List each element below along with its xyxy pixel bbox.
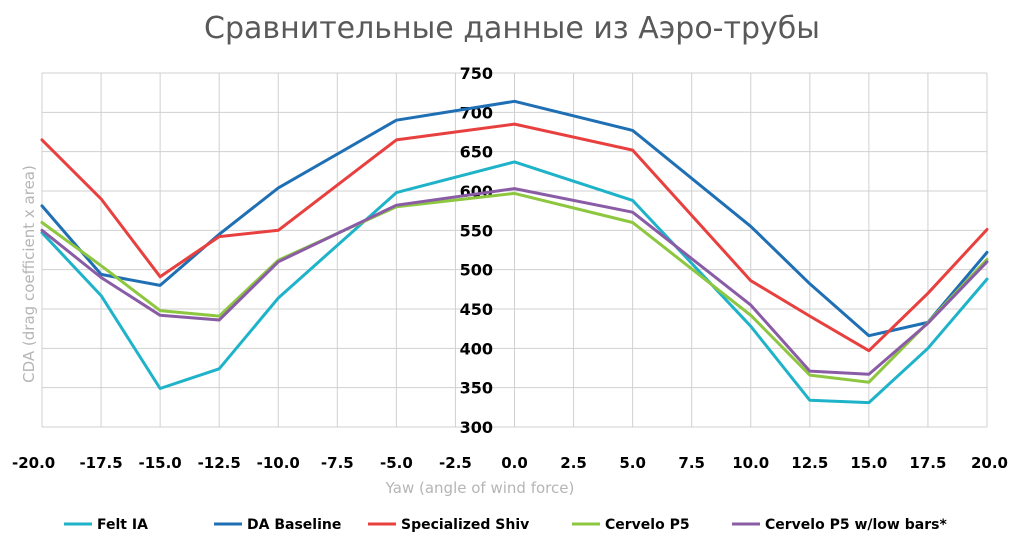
y-tick-label: 400: [460, 339, 493, 358]
x-tick-label: -17.5: [79, 454, 122, 472]
x-tick-label: -5.0: [380, 454, 413, 472]
x-tick-label: 15.0: [850, 454, 887, 472]
x-tick-label: 5.0: [619, 454, 646, 472]
y-tick-label: 750: [460, 64, 493, 83]
x-tick-label: -12.5: [198, 454, 241, 472]
legend-item: Cervelo P5 w/low bars*: [732, 517, 947, 533]
x-tick-label: 12.5: [791, 454, 828, 472]
x-tick-label: -10.0: [257, 454, 300, 472]
legend-item: DA Baseline: [214, 517, 341, 533]
x-axis-label: Yaw (angle of wind force): [385, 479, 575, 497]
x-tick-label: 20.0: [971, 454, 1008, 472]
x-tick-label: -2.5: [439, 454, 472, 472]
legend-label: Felt IA: [97, 517, 148, 533]
series-line-3: [40, 191, 989, 384]
chart-title: Сравнительные данные из Аэро-трубы: [204, 11, 820, 46]
x-tick-label: 10.0: [732, 454, 769, 472]
y-tick-label: 450: [460, 300, 493, 319]
y-tick-label: 350: [460, 379, 493, 398]
x-tick-label: -20.0: [12, 454, 55, 472]
x-tick-label: 17.5: [909, 454, 946, 472]
legend-label: DA Baseline: [247, 517, 341, 533]
legend-label: Specialized Shiv: [401, 517, 529, 533]
legend-item: Felt IA: [64, 517, 148, 533]
y-axis-label: CDA (drag coefficient x area): [20, 165, 38, 383]
y-tick-label: 650: [460, 143, 493, 162]
legend-label: Cervelo P5: [605, 517, 690, 533]
y-tick-label: 300: [460, 418, 493, 437]
y-tick-label: 550: [460, 221, 493, 240]
x-tick-label: 7.5: [678, 454, 705, 472]
legend: Felt IA DA Baseline Specialized Shiv Cervel…: [64, 517, 947, 533]
legend-item: Cervelo P5: [572, 517, 690, 533]
x-tick-label: -15.0: [139, 454, 182, 472]
series-line-1: [40, 99, 989, 338]
series-lines: [40, 99, 989, 405]
legend-item: Specialized Shiv: [368, 517, 529, 533]
y-tick-label: 500: [460, 261, 493, 280]
series-line-4: [40, 187, 989, 376]
series-line-2: [40, 122, 989, 353]
x-tick-label: 0.0: [501, 454, 528, 472]
x-tick-label: 2.5: [560, 454, 587, 472]
x-tick-label: -7.5: [321, 454, 354, 472]
x-axis-ticks: -20.0 -17.5 -15.0 -12.5 -10.0 -7.5 -5.0 -2.5 0.0…: [12, 454, 1008, 472]
series-line-0: [40, 160, 989, 405]
legend-label: Cervelo P5 w/low bars*: [765, 517, 947, 533]
